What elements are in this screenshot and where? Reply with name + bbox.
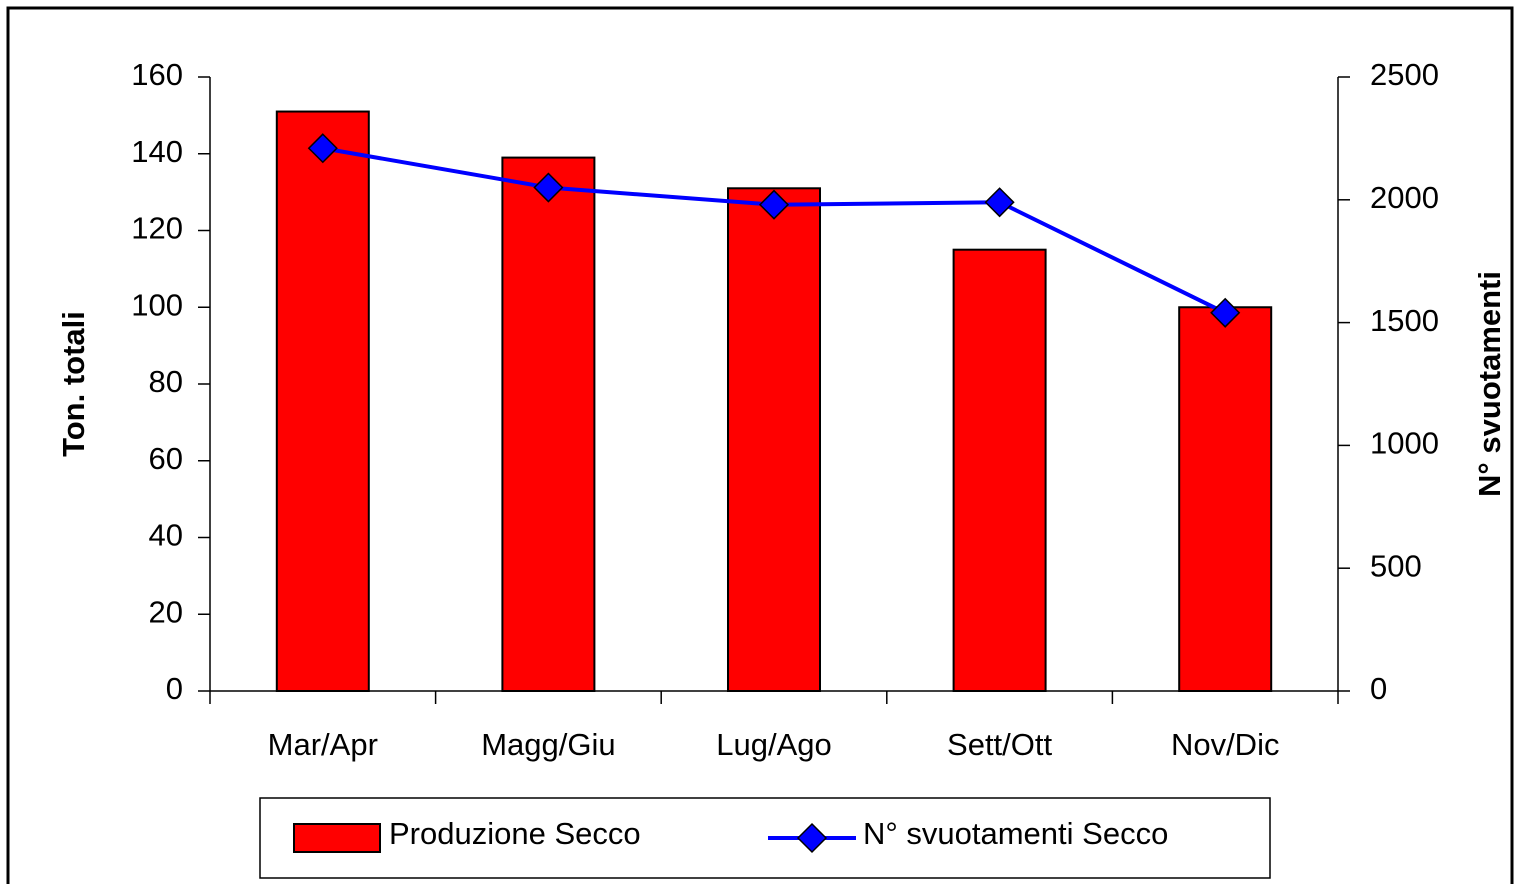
y-tick-label: 20 bbox=[149, 594, 183, 629]
y-tick-label: 0 bbox=[166, 671, 183, 706]
y-tick-label: 80 bbox=[149, 364, 183, 399]
legend-swatch bbox=[293, 823, 381, 853]
y2-axis-title: N° svuotamenti bbox=[1472, 271, 1507, 497]
y2-tick-label: 2500 bbox=[1370, 57, 1439, 92]
x-tick-label: Magg/Giu bbox=[481, 727, 615, 762]
x-tick-label: Lug/Ago bbox=[716, 727, 832, 762]
bar bbox=[275, 110, 370, 693]
line-marker bbox=[984, 187, 1015, 218]
y2-tick-label: 500 bbox=[1370, 548, 1422, 583]
bar bbox=[501, 156, 596, 692]
y2-tick-label: 2000 bbox=[1370, 180, 1439, 215]
legend-label: N° svuotamenti Secco bbox=[863, 816, 1168, 851]
y-tick-label: 60 bbox=[149, 441, 183, 476]
y-tick-label: 100 bbox=[131, 287, 183, 322]
y2-tick-label: 1500 bbox=[1370, 303, 1439, 338]
legend-label: Produzione Secco bbox=[389, 816, 641, 851]
y-tick-label: 140 bbox=[131, 134, 183, 169]
x-tick-label: Mar/Apr bbox=[268, 727, 378, 762]
y-tick-label: 160 bbox=[131, 57, 183, 92]
y-tick-label: 120 bbox=[131, 211, 183, 246]
x-tick-label: Nov/Dic bbox=[1171, 727, 1280, 762]
chart-frame bbox=[6, 6, 1514, 884]
line-marker bbox=[533, 172, 564, 203]
y2-tick-label: 0 bbox=[1370, 671, 1387, 706]
y-axis-title: Ton. totali bbox=[56, 311, 91, 457]
bar bbox=[727, 187, 821, 692]
line-marker bbox=[1210, 297, 1241, 328]
legend-box bbox=[259, 797, 1271, 879]
line-marker bbox=[307, 133, 338, 164]
y-tick-label: 40 bbox=[149, 518, 183, 553]
legend-marker bbox=[796, 822, 828, 854]
bar bbox=[952, 248, 1047, 692]
bar bbox=[1178, 306, 1273, 692]
y2-tick-label: 1000 bbox=[1370, 426, 1439, 461]
line-marker bbox=[758, 189, 790, 220]
x-tick-label: Sett/Ott bbox=[947, 727, 1052, 762]
